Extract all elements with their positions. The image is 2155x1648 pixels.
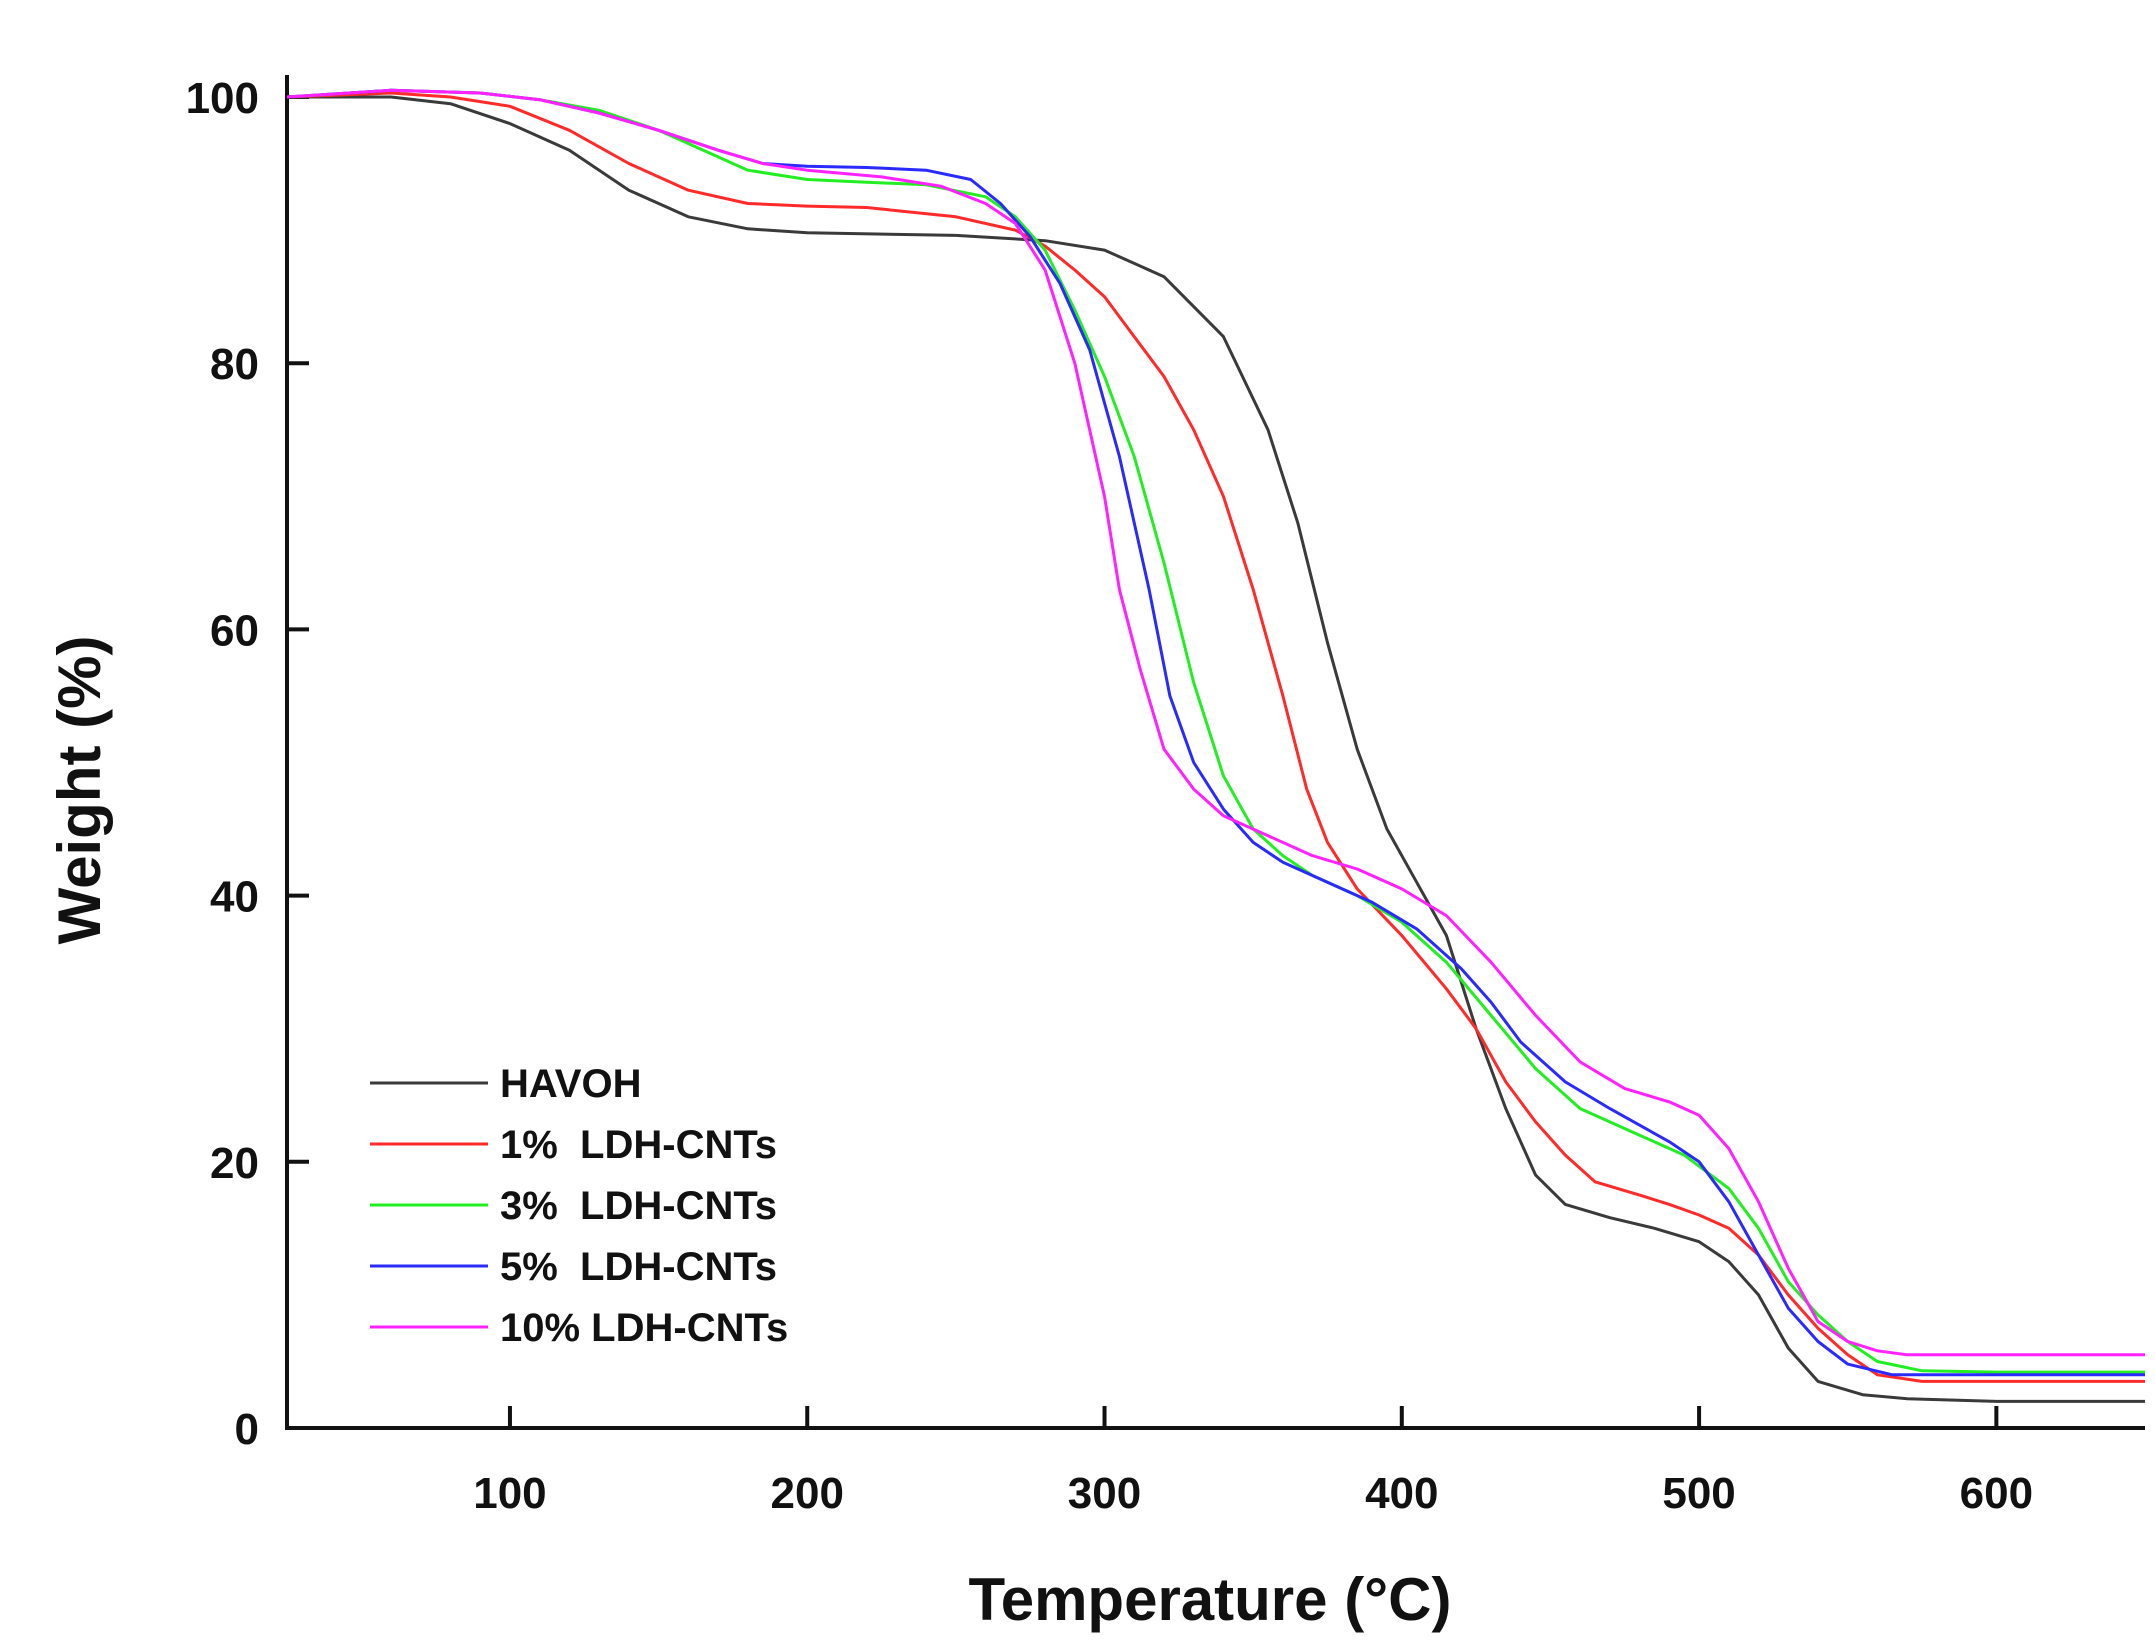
x-tick-label: 400 xyxy=(1365,1469,1438,1518)
x-tick-label: 100 xyxy=(473,1469,546,1518)
legend-label: 10% LDH-CNTs xyxy=(500,1306,788,1350)
x-tick-label: 600 xyxy=(1960,1469,2033,1518)
legend-label: 5% LDH-CNTs xyxy=(500,1245,777,1289)
y-tick-label: 80 xyxy=(210,340,259,389)
x-tick-label: 200 xyxy=(771,1469,844,1518)
series-line-1 xyxy=(287,95,2145,1403)
legend-label: 3% LDH-CNTs xyxy=(500,1184,777,1228)
legend-label: 1% LDH-CNTs xyxy=(500,1123,777,1167)
y-tick-label: 20 xyxy=(210,1139,259,1188)
y-tick-label: 100 xyxy=(186,74,259,123)
series-lines xyxy=(286,88,2145,1403)
y-tick-label: 0 xyxy=(235,1405,259,1454)
legend-label: HAVOH xyxy=(500,1062,641,1106)
y-tick-label: 40 xyxy=(210,873,259,922)
series-line-3 xyxy=(286,88,2145,1374)
y-axis-ticks: 0 20 40 60 80 100 xyxy=(186,74,309,1454)
y-tick-label: 60 xyxy=(210,606,259,655)
x-axis-ticks: 100 200 300 400 500 600 xyxy=(473,1406,2033,1518)
y-axis-title: Weight (%) xyxy=(46,636,113,945)
series-line-4 xyxy=(286,88,2145,1377)
x-axis-title: Temperature (°C) xyxy=(969,1566,1452,1633)
series-line-5 xyxy=(286,88,2145,1357)
legend: HAVOH 1% LDH-CNTs 3% LDH-CNTs 5% LDH-CNTs 10… xyxy=(370,1062,788,1350)
x-tick-label: 500 xyxy=(1662,1469,1735,1518)
x-tick-label: 300 xyxy=(1068,1469,1141,1518)
plot-frame xyxy=(285,75,2145,1430)
